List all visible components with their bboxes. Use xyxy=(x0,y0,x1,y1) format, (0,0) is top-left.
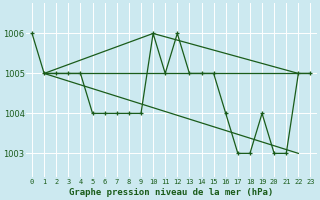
X-axis label: Graphe pression niveau de la mer (hPa): Graphe pression niveau de la mer (hPa) xyxy=(69,188,273,197)
